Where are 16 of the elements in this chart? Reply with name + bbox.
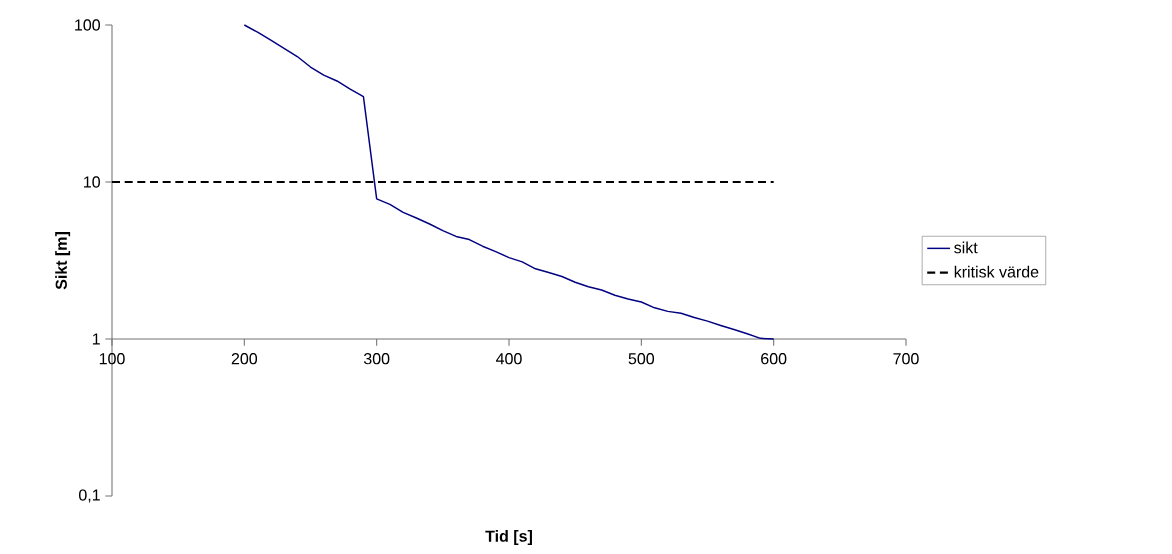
x-tick-label: 400: [496, 353, 522, 365]
x-tick-label: 600: [761, 353, 787, 365]
line-series: [243, 24, 775, 340]
y-tick-label: 100: [75, 19, 100, 31]
x-tick-label: 300: [363, 353, 390, 365]
x-tick-label: 200: [231, 353, 258, 365]
legend-label: kritisk värde: [954, 265, 1039, 278]
y-tick-label: 0,1: [79, 489, 100, 503]
y-tick-label: 10: [84, 176, 100, 188]
x-tick-label: 100: [99, 353, 125, 365]
x-tick-label: 700: [893, 353, 919, 365]
y-axis-title: Sikt [m]: [55, 232, 71, 290]
x-tick-label: 500: [628, 353, 655, 365]
legend-label: sikt: [954, 241, 978, 254]
x-axis-title: Tid [s]: [485, 530, 532, 545]
y-tick-label: 1: [92, 333, 100, 345]
